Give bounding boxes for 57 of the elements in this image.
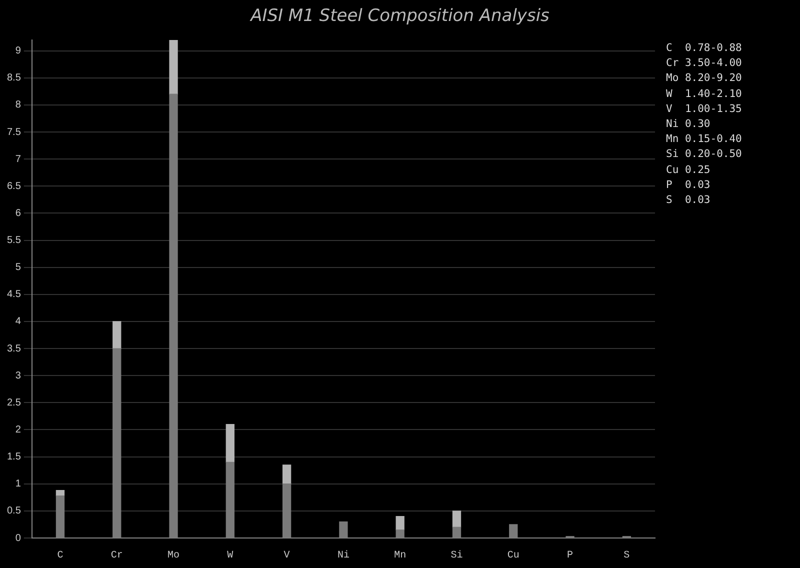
y-tick-label: 5 — [15, 262, 22, 274]
x-tick-label: V — [284, 550, 290, 562]
y-tick-label: 7.5 — [6, 126, 22, 138]
text: P 0.03 — [666, 178, 712, 193]
text: Si 0.20-0.50 — [666, 147, 742, 162]
x-tick-label: S — [624, 550, 630, 562]
bar — [509, 524, 518, 538]
text: Mn 0.15-0.40 — [666, 132, 742, 148]
x-tick-label: Cu — [507, 550, 520, 562]
bar — [339, 521, 348, 538]
y-tick-label: 4 — [15, 316, 22, 328]
bar — [226, 462, 234, 538]
y-tick-label: 8.5 — [6, 72, 22, 84]
text: S 0.03 — [666, 193, 712, 208]
y-tick-label: 2 — [15, 424, 22, 436]
y-tick-label: 8 — [15, 100, 22, 111]
y-tick-label: 3.5 — [6, 343, 22, 354]
bar — [169, 40, 178, 94]
bar — [452, 526, 462, 538]
y-tick-label: 7 — [15, 154, 22, 165]
text: Cu 0.25 — [666, 162, 712, 178]
y-tick-label: 3 — [15, 370, 22, 382]
bar — [56, 495, 65, 538]
y-tick-label: 6.5 — [6, 180, 22, 192]
bar — [226, 424, 234, 463]
bar — [396, 516, 404, 530]
text: Mo 8.20-9.20 — [666, 71, 742, 86]
bar — [112, 348, 122, 538]
x-tick-label: Mn — [394, 550, 406, 562]
y-tick-label: 1.5 — [6, 452, 22, 463]
x-tick-label: Ni — [337, 550, 350, 562]
bar — [112, 321, 122, 349]
bar — [452, 510, 462, 528]
chart-title: AISI M1 Steel Composition Analysis — [248, 6, 550, 26]
bar — [282, 484, 292, 538]
y-tick-label: 5.5 — [6, 235, 22, 246]
y-tick-label: 4.5 — [6, 289, 22, 300]
y-tick-label: 6 — [15, 208, 22, 219]
text: C 0.78-0.88 — [666, 41, 742, 56]
y-tick-label: 2.5 — [6, 397, 22, 408]
x-tick-label: C — [57, 550, 64, 562]
bar — [396, 530, 404, 538]
bar — [282, 464, 292, 484]
x-tick-label: P — [567, 550, 574, 562]
text: Cr 3.50-4.00 — [666, 56, 742, 72]
x-tick-label: Cr — [110, 550, 123, 562]
y-tick-label: 9 — [15, 46, 22, 57]
y-tick-label: 0.5 — [6, 506, 22, 517]
x-tick-label: W — [227, 550, 234, 562]
text: Ni 0.30 — [666, 117, 712, 132]
y-tick-label: 0 — [15, 532, 22, 544]
text: W 1.40-2.10 — [666, 86, 742, 102]
x-tick-label: Si — [450, 550, 463, 562]
x-tick-label: Mo — [168, 550, 180, 562]
text: V 1.00-1.35 — [666, 102, 742, 117]
y-tick-label: 1 — [15, 478, 22, 490]
bar — [169, 94, 178, 538]
